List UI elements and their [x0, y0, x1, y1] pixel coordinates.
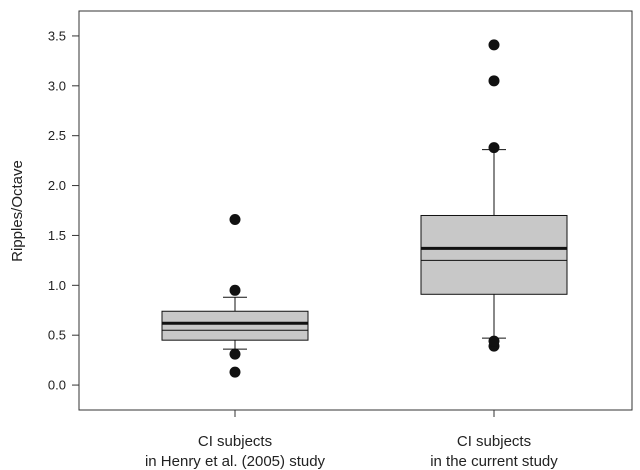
y-tick-label: 3.0 — [48, 78, 66, 93]
x-axis: CI subjects in Henry et al. (2005) study C… — [145, 410, 558, 470]
y-axis-title: Ripples/Octave — [9, 160, 26, 262]
outlier-point — [488, 142, 500, 154]
y-axis: 0.0 0.5 1.0 1.5 2.0 2.5 3.0 3.5 — [48, 28, 79, 393]
box-group — [420, 39, 568, 352]
x-category-label: in the current study — [430, 453, 558, 470]
y-tick-label: 2.5 — [48, 128, 66, 143]
x-category-label: CI subjects — [457, 433, 531, 450]
y-tick-label: 0.0 — [48, 378, 66, 393]
y-tick-label: 2.0 — [48, 178, 66, 193]
outlier-point — [229, 348, 241, 360]
outlier-point — [229, 213, 241, 225]
y-tick-label: 3.5 — [48, 28, 66, 43]
outlier-point — [488, 75, 500, 87]
outlier-point — [488, 39, 500, 51]
outlier-point — [229, 284, 241, 296]
box-group — [161, 213, 309, 378]
plot-frame — [78, 10, 633, 411]
outlier-point — [488, 335, 500, 347]
iqr-box — [420, 214, 568, 295]
outlier-point — [229, 366, 241, 378]
iqr-box — [161, 310, 309, 341]
x-category-label: CI subjects — [198, 433, 272, 450]
y-tick-label: 1.5 — [48, 228, 66, 243]
y-tick-label: 0.5 — [48, 328, 66, 343]
boxes-layer — [161, 39, 568, 378]
y-tick-label: 1.0 — [48, 278, 66, 293]
x-category-label: in Henry et al. (2005) study — [145, 453, 326, 470]
